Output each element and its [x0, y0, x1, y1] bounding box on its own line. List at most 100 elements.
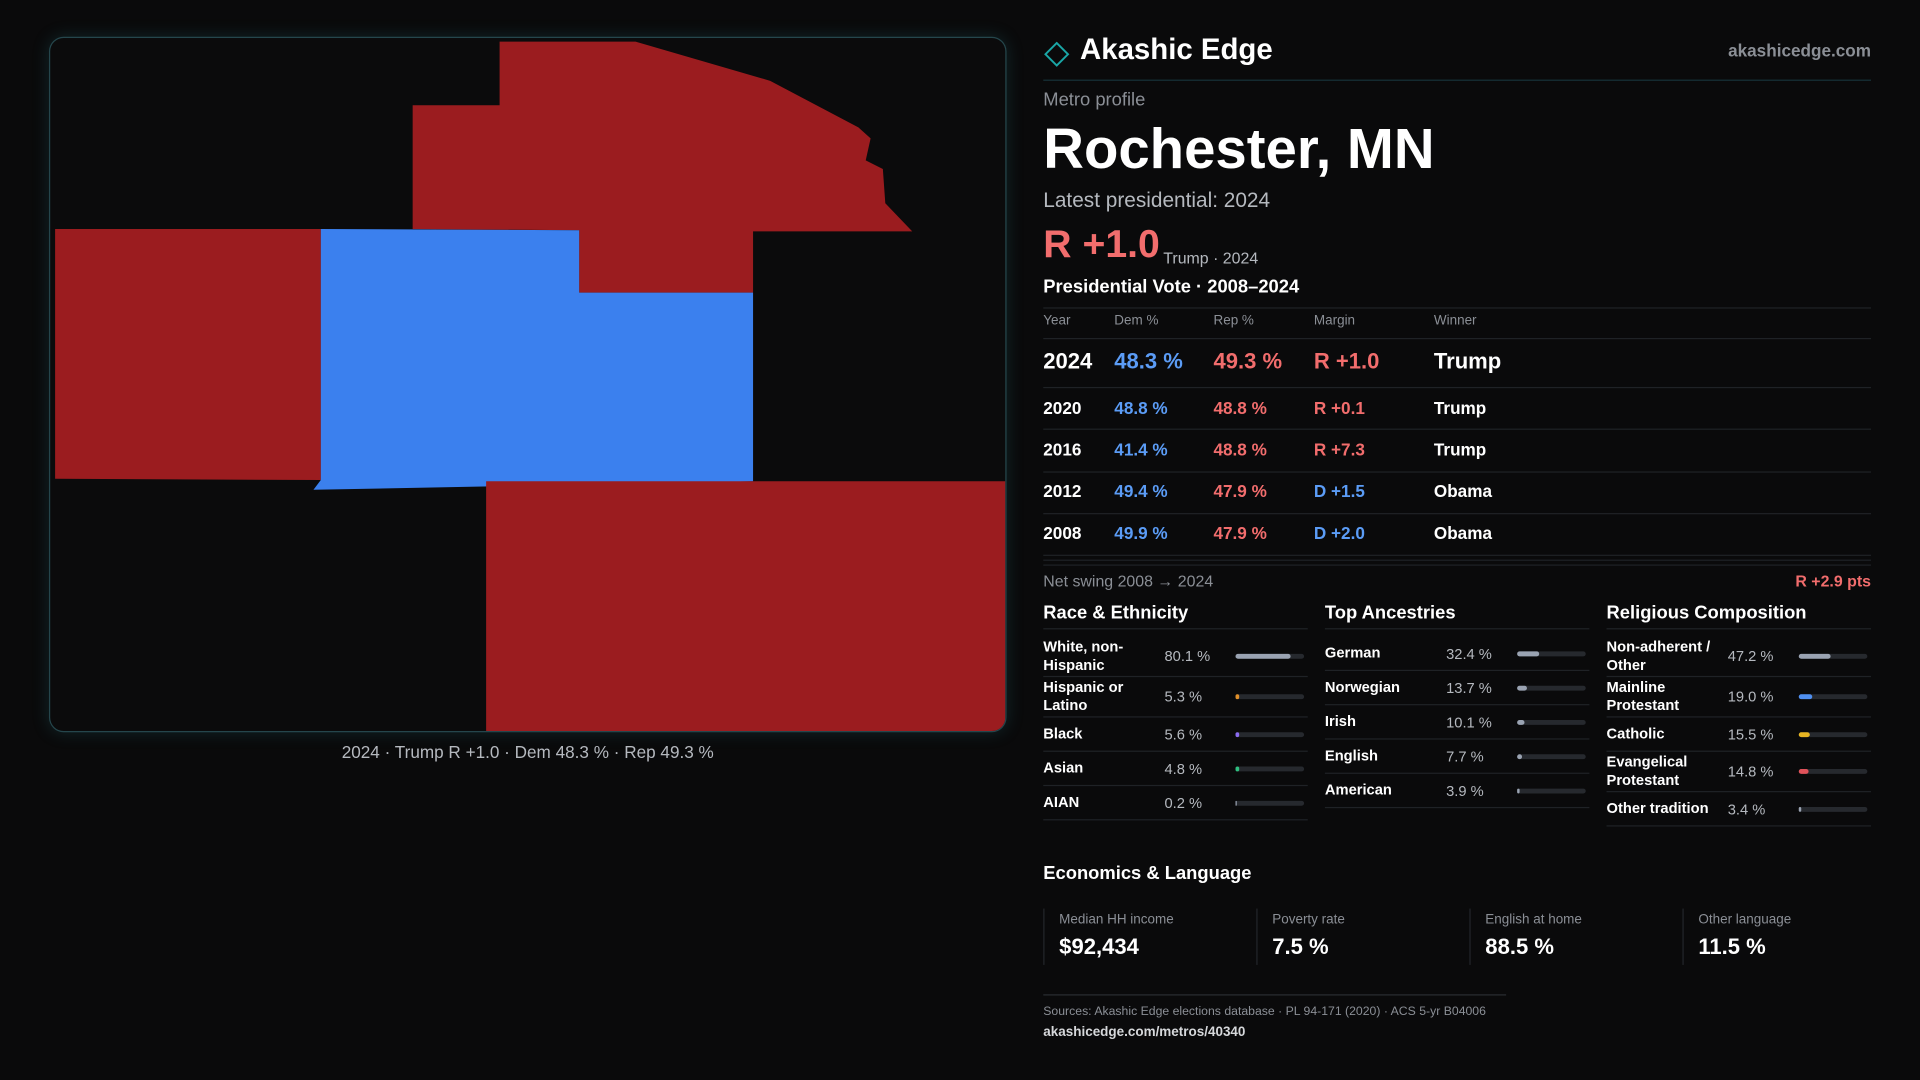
bar [1235, 731, 1240, 737]
row-label: Evangelical Protestant [1606, 753, 1688, 789]
footer-rule [1043, 994, 1507, 996]
logo-icon [1044, 41, 1070, 67]
composition-column: Religious Composition Non-adherent / Othe… [1606, 599, 1872, 827]
bar [1798, 694, 1812, 700]
cell-rep: 49.3 % [1213, 349, 1283, 374]
bar-track [1517, 650, 1586, 656]
bar [1798, 731, 1810, 737]
cell-margin: D +2.0 [1313, 523, 1365, 544]
composition-column: Race & Ethnicity White, non-Hispanic 80.1 … [1043, 599, 1308, 821]
row-value: 32.4 % [1446, 644, 1492, 662]
bar-track [1235, 765, 1305, 771]
cell-winner: Obama [1433, 481, 1493, 502]
card-label: Median HH income [1059, 912, 1174, 927]
cell-dem: 48.8 % [1114, 397, 1168, 418]
section-title: Top Ancestries [1324, 599, 1590, 630]
composition-row: Asian 4.8 % [1043, 752, 1308, 787]
cell-dem: 49.4 % [1114, 481, 1168, 502]
rule [1043, 554, 1872, 556]
composition-row: Other tradition 3.4 % [1606, 792, 1872, 827]
row-value: 80.1 % [1164, 647, 1211, 665]
cell-year: 2008 [1043, 523, 1082, 544]
card-value: 7.5 % [1272, 934, 1329, 959]
card-value: 88.5 % [1485, 934, 1554, 959]
card-value: 11.5 % [1698, 934, 1766, 959]
url[interactable]: akashicedge.com/metros/40340 [1043, 1024, 1246, 1040]
composition-row: German 32.4 % [1324, 637, 1590, 672]
bar-track [1517, 685, 1586, 690]
row-label: White, non-Hispanic [1043, 637, 1124, 674]
cell-rep: 48.8 % [1213, 397, 1267, 418]
bar [1798, 768, 1809, 774]
row-value: 5.6 % [1164, 725, 1203, 743]
rule [1043, 337, 1872, 340]
cell-winner: Trump [1433, 397, 1487, 418]
row-label: Hispanic or Latino [1043, 678, 1124, 714]
cell-rep: 47.9 % [1213, 523, 1267, 544]
composition-row: Irish 10.1 % [1324, 705, 1590, 740]
cell-dem: 48.3 % [1114, 349, 1183, 374]
cell-year: 2024 [1043, 349, 1093, 374]
row-label: AIAN [1043, 793, 1080, 811]
composition-row: Non-adherent / Other 47.2 % [1606, 637, 1872, 678]
bar-track [1798, 694, 1868, 700]
composition-row: White, non-Hispanic 80.1 % [1043, 637, 1308, 678]
rule [1043, 512, 1872, 514]
cell-dem: 41.4 % [1114, 439, 1168, 460]
column-header: Margin [1313, 313, 1356, 329]
row-label: Norwegian [1324, 678, 1401, 696]
row-value: 7.7 % [1446, 747, 1484, 765]
econ-card: Other language 11.5 % [1682, 908, 1792, 965]
section-title: Race & Ethnicity [1043, 599, 1308, 630]
bar-track [1798, 731, 1868, 737]
card-label: Other language [1698, 912, 1792, 927]
bar [1517, 650, 1540, 656]
row-value: 15.5 % [1727, 725, 1774, 743]
cell-year: 2020 [1043, 397, 1082, 418]
bar [1798, 653, 1832, 659]
composition-row: Mainline Protestant 19.0 % [1606, 677, 1872, 718]
region-rep [55, 228, 321, 480]
bar [1235, 653, 1291, 659]
row-label: American [1324, 781, 1392, 799]
row-label: Mainline Protestant [1606, 678, 1680, 714]
rule [1043, 386, 1872, 389]
swing-label: Net swing 2008 → 2024 [1043, 571, 1214, 591]
row-value: 4.8 % [1164, 759, 1203, 777]
row-label: Other tradition [1606, 799, 1709, 817]
bar-track [1235, 800, 1305, 806]
latest: Latest presidential: 2024 [1043, 188, 1271, 212]
cell-margin: D +1.5 [1313, 481, 1365, 502]
composition-row: Norwegian 13.7 % [1324, 671, 1590, 706]
row-label: Non-adherent / Other [1606, 637, 1711, 674]
bar [1235, 765, 1239, 771]
composition-row: Black 5.6 % [1043, 718, 1308, 752]
cell-margin: R +0.1 [1313, 397, 1365, 418]
cell-rep: 47.9 % [1213, 481, 1267, 502]
map-panel [48, 36, 1007, 733]
region-rep [412, 41, 913, 293]
cell-margin: R +1.0 [1313, 349, 1380, 374]
site-link[interactable]: akashicedge.com [1728, 40, 1872, 60]
bar-track [1517, 787, 1586, 793]
econ-card: English at home 88.5 % [1469, 908, 1582, 965]
row-value: 0.2 % [1164, 794, 1203, 812]
bar-track [1798, 806, 1868, 812]
row-label: Asian [1043, 759, 1084, 777]
bar [1798, 806, 1802, 812]
brand: Akashic Edge [1080, 33, 1273, 67]
row-value: 13.7 % [1446, 678, 1492, 697]
bar-track [1235, 694, 1305, 700]
composition-row: Evangelical Protestant 14.8 % [1606, 752, 1872, 793]
bar-track [1517, 719, 1586, 725]
bar [1235, 694, 1240, 700]
cell-winner: Trump [1433, 439, 1487, 460]
card-label: English at home [1485, 912, 1582, 927]
composition-row: American 3.9 % [1324, 774, 1590, 809]
card-value: $92,434 [1059, 934, 1139, 959]
bar-track [1798, 768, 1868, 774]
row-label: Irish [1324, 712, 1356, 730]
margin-note: Trump · 2024 [1163, 248, 1259, 267]
cell-winner: Obama [1433, 523, 1493, 544]
